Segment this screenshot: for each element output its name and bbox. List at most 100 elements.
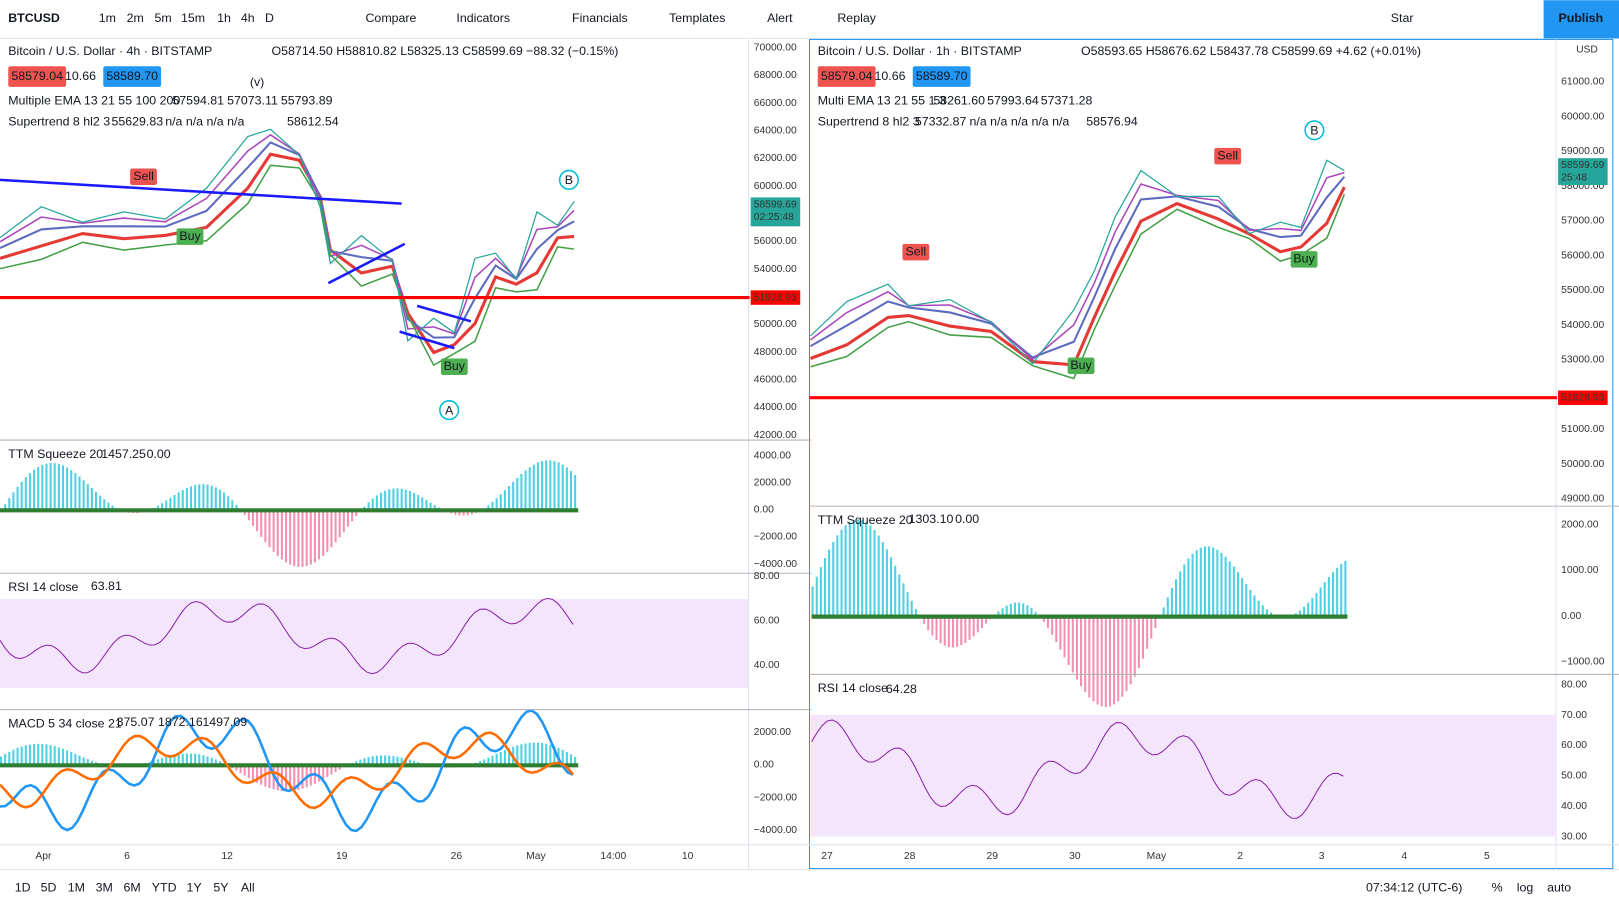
drawing: [408, 759, 411, 766]
drawing: [330, 510, 333, 548]
interval-button[interactable]: 1h: [217, 11, 231, 25]
sell-label: Sell: [1217, 148, 1238, 162]
drawing: [33, 469, 36, 511]
scale-option[interactable]: auto: [1547, 880, 1571, 894]
interval-button[interactable]: 1m: [99, 11, 116, 25]
drawing: [1096, 616, 1099, 705]
toolbar-button[interactable]: Alert: [767, 11, 793, 25]
interval-button[interactable]: 15m: [181, 11, 205, 25]
drawing: [524, 470, 527, 511]
drawing: [1071, 616, 1074, 673]
drawing: [503, 750, 506, 766]
supertrend-value: 57332.87: [915, 114, 967, 128]
time-axis-label: 28: [904, 851, 916, 862]
drawing: [487, 505, 490, 511]
toolbar-button[interactable]: Indicators: [456, 11, 510, 25]
range-button[interactable]: 1M: [68, 880, 85, 894]
toolbar-button[interactable]: Templates: [669, 11, 725, 25]
drawing: [499, 751, 502, 766]
drawing: [251, 510, 255, 526]
drawing: [852, 520, 855, 617]
symbol[interactable]: BTCUSD: [8, 11, 60, 25]
drawing: [41, 464, 44, 511]
drawing: [1208, 546, 1211, 617]
drawing: [264, 510, 267, 543]
range-button[interactable]: 5D: [41, 880, 57, 894]
interval-button[interactable]: 4h: [241, 11, 255, 25]
drawing: [37, 466, 40, 511]
supertrend-value: n/a n/a n/a n/a: [165, 114, 244, 128]
drawing: [61, 465, 65, 511]
indicator-axis-label: 2000.00: [754, 727, 792, 738]
range-button[interactable]: 6M: [124, 880, 141, 894]
drawing: [359, 759, 362, 766]
drawing: [1319, 587, 1322, 617]
range-button[interactable]: All: [241, 880, 255, 894]
buy-marker: [176, 228, 204, 245]
drawing: [338, 765, 341, 770]
drawing: [532, 464, 535, 511]
drawing: [169, 497, 172, 511]
supertrend-value: n/a n/a n/a n/a n/a: [970, 114, 1070, 128]
drawing: [12, 492, 15, 511]
drawing: [549, 460, 552, 511]
wave-circle: [439, 400, 460, 421]
drawing: [177, 754, 180, 766]
scale-option[interactable]: log: [1517, 880, 1534, 894]
drawing: [1150, 616, 1153, 639]
publish-label[interactable]: Publish: [1558, 11, 1603, 25]
drawing: [327, 242, 406, 285]
star-button[interactable]: Star: [1391, 11, 1414, 25]
sell-marker: [902, 243, 930, 261]
drawing: [569, 470, 573, 511]
toolbar-button[interactable]: Compare: [366, 11, 417, 25]
indicator-axis-label: 60.00: [1561, 740, 1587, 751]
scale-option[interactable]: %: [1492, 880, 1503, 894]
drawing: [1331, 572, 1335, 617]
drawing: [1183, 564, 1186, 617]
range-button[interactable]: YTD: [152, 880, 177, 894]
time-axis-label: 4: [1401, 851, 1407, 862]
range-button[interactable]: 5Y: [213, 880, 228, 894]
drawing: [1129, 616, 1132, 685]
time-axis-label: 3: [1319, 851, 1325, 862]
drawing: [82, 757, 85, 766]
drawing: [28, 744, 31, 766]
drawing: [189, 753, 193, 766]
drawing: [1203, 546, 1206, 617]
drawing: [1121, 616, 1124, 697]
range-button[interactable]: 1Y: [187, 880, 202, 894]
drawing: [1022, 603, 1025, 617]
price-axis-label: 70000.00: [754, 42, 797, 53]
drawing: [0, 597, 574, 675]
range-button[interactable]: 3M: [96, 880, 113, 894]
buy-label: Buy: [444, 359, 466, 373]
drawing: [810, 171, 1345, 361]
time-axis-label: 27: [821, 851, 833, 862]
toolbar-button[interactable]: Replay: [837, 11, 876, 25]
drawing: [260, 510, 263, 537]
drawing: [0, 709, 574, 833]
publish-button[interactable]: [1543, 0, 1619, 39]
drawing: [198, 484, 201, 511]
drawing: [1080, 616, 1083, 687]
drawing: [202, 484, 205, 511]
drawing: [284, 510, 288, 563]
toolbar-button[interactable]: Financials: [572, 11, 628, 25]
ttm-value: 1457.25: [101, 447, 146, 461]
bar-countdown: 25:48: [1561, 173, 1587, 184]
drawing: [363, 758, 366, 766]
drawing: [297, 765, 300, 790]
price-axis-label: 59000.00: [1561, 146, 1604, 157]
drawing: [881, 542, 884, 617]
price-axis-label: 54000.00: [754, 264, 797, 275]
interval-button[interactable]: D: [265, 11, 274, 25]
drawing: [1241, 578, 1244, 617]
range-button[interactable]: 1D: [15, 880, 31, 894]
interval-button[interactable]: 2m: [127, 11, 144, 25]
drawing: [1315, 592, 1318, 617]
drawing: [1336, 567, 1339, 617]
drawing: [66, 750, 69, 766]
interval-button[interactable]: 5m: [155, 11, 172, 25]
drawing: [351, 510, 354, 522]
